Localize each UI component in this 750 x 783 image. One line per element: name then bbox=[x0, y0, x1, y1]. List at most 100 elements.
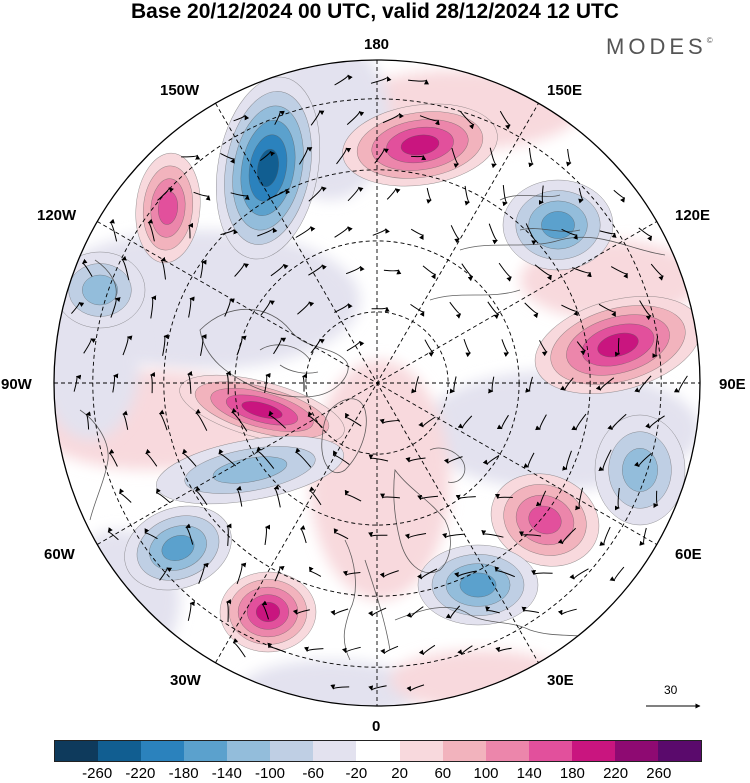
wind-vector-arrow bbox=[334, 226, 353, 238]
wind-vector-arrow bbox=[83, 338, 97, 354]
colorbar-tick-label: -20 bbox=[345, 765, 368, 782]
wind-vector-arrow bbox=[155, 488, 171, 504]
wind-vector-arrow bbox=[188, 296, 195, 318]
wind-vector-arrow bbox=[257, 227, 278, 237]
wind-vector-arrow bbox=[445, 605, 461, 619]
wind-vector-arrow bbox=[295, 226, 316, 238]
wind-vector-arrow bbox=[528, 147, 534, 168]
colorbar-swatch bbox=[55, 741, 99, 761]
wind-vector-arrow bbox=[502, 185, 508, 207]
wind-vector-arrow bbox=[157, 187, 174, 201]
anomaly-contour bbox=[161, 535, 195, 561]
wind-vector-arrow bbox=[419, 115, 440, 126]
wind-vector-arrow bbox=[451, 147, 460, 169]
colorbar-swatch bbox=[399, 741, 443, 761]
modes-logo-text: MODES bbox=[606, 34, 707, 59]
colorbar-ticks: -260 -220 -180 -140 -100 -60 -20 20 60 100 140 180 2… bbox=[54, 765, 702, 783]
wind-vector-arrow bbox=[264, 524, 271, 545]
wind-vector-arrow bbox=[346, 340, 365, 352]
wind-vector-arrow bbox=[645, 415, 665, 429]
anomaly-center-negative bbox=[594, 414, 686, 526]
wind-vector-arrow bbox=[342, 646, 361, 654]
wind-vector-arrow bbox=[523, 452, 535, 468]
wind-vectors bbox=[71, 74, 688, 692]
wind-vector-arrow bbox=[112, 373, 119, 393]
wind-vector-arrow bbox=[236, 335, 247, 356]
wind-vector-arrow bbox=[566, 148, 572, 167]
lon-label-120e: 120E bbox=[675, 207, 711, 224]
wind-vector-arrow bbox=[198, 562, 209, 584]
wind-vector-arrow bbox=[561, 304, 578, 316]
wind-vector-arrow bbox=[379, 570, 399, 578]
wind-vector-arrow bbox=[494, 493, 513, 499]
wind-vector-arrow bbox=[461, 263, 474, 282]
wind-vector-arrow bbox=[404, 533, 427, 539]
wind-vector-arrow bbox=[187, 370, 193, 394]
wind-vector-arrow bbox=[614, 487, 620, 511]
wind-vector-arrow bbox=[347, 186, 364, 202]
wind-vector-arrow bbox=[342, 570, 361, 576]
wind-vector-arrow bbox=[330, 608, 349, 616]
wind-vector-arrow bbox=[274, 565, 285, 582]
colorbar-swatch bbox=[571, 741, 615, 761]
wind-vector-arrow bbox=[345, 265, 365, 275]
wind-vector-arrow bbox=[225, 370, 232, 395]
wind-vector-arrow bbox=[336, 147, 352, 165]
wind-vector-arrow bbox=[374, 148, 389, 164]
colorbar-swatch bbox=[141, 741, 185, 761]
wind-vector-arrow bbox=[638, 227, 653, 242]
wind-vector-arrow bbox=[299, 524, 307, 544]
coastlines bbox=[79, 194, 666, 661]
wind-vector-arrow bbox=[334, 303, 353, 313]
anomaly-center-positive bbox=[179, 374, 345, 446]
wind-vector-arrow bbox=[368, 454, 389, 462]
anomaly-center-negative bbox=[417, 544, 539, 626]
wind-vector-arrow bbox=[569, 568, 589, 580]
wind-vector-arrow bbox=[292, 609, 310, 615]
wind-vector-arrow bbox=[379, 418, 400, 425]
wind-vector-arrow bbox=[344, 412, 362, 427]
wind-vector-arrow bbox=[525, 223, 537, 245]
wind-vector-arrow bbox=[185, 523, 194, 545]
wind-vector-arrow bbox=[634, 375, 652, 393]
wind-vector-arrow bbox=[426, 187, 432, 204]
wind-vector-arrow bbox=[188, 222, 194, 239]
wind-vector-arrow bbox=[442, 532, 466, 539]
wind-vector-arrow bbox=[449, 376, 457, 394]
wind-vector-arrow bbox=[181, 154, 201, 160]
wind-vector-arrow bbox=[333, 528, 349, 540]
wind-vector-arrow bbox=[406, 684, 425, 692]
wind-vector-arrow bbox=[652, 336, 659, 359]
anomaly-contour bbox=[82, 274, 118, 306]
wind-vector-arrow bbox=[109, 218, 118, 242]
anomaly-center-negative bbox=[502, 179, 614, 271]
wind-vector-arrow bbox=[599, 230, 617, 238]
wind-vector-arrow bbox=[457, 415, 473, 429]
wind-vector-arrow bbox=[481, 530, 504, 538]
wind-vector-arrow bbox=[236, 485, 243, 507]
wind-vector-arrow bbox=[416, 568, 438, 580]
wind-vector-arrow bbox=[200, 334, 207, 356]
wind-vector-arrow bbox=[144, 528, 158, 540]
wind-vector-arrow bbox=[107, 527, 119, 541]
wind-vector-arrow bbox=[411, 155, 427, 161]
wind-vector-arrow bbox=[489, 147, 497, 169]
wind-vector-arrow bbox=[256, 446, 275, 469]
wind-vector-arrow bbox=[406, 606, 424, 618]
wind-vector-arrow bbox=[495, 646, 512, 653]
wind-vector-arrow bbox=[519, 531, 542, 537]
map-boundary bbox=[53, 59, 701, 707]
wind-vector-arrow bbox=[302, 373, 308, 392]
colorbar-swatch bbox=[184, 741, 228, 761]
wind-vector-arrow bbox=[218, 448, 237, 467]
lon-label-60e: 60E bbox=[675, 546, 702, 563]
anomaly-center-positive bbox=[135, 152, 201, 264]
wind-vector-arrow bbox=[449, 301, 462, 319]
colorbar-tick-label: 140 bbox=[516, 765, 542, 782]
wind-vector-arrow bbox=[607, 413, 627, 431]
wind-vector-arrow bbox=[145, 448, 158, 467]
wind-vector-arrow bbox=[195, 486, 208, 506]
graticule bbox=[54, 60, 700, 706]
wind-vector-arrow bbox=[150, 295, 157, 319]
wind-vector-arrow bbox=[557, 608, 577, 616]
